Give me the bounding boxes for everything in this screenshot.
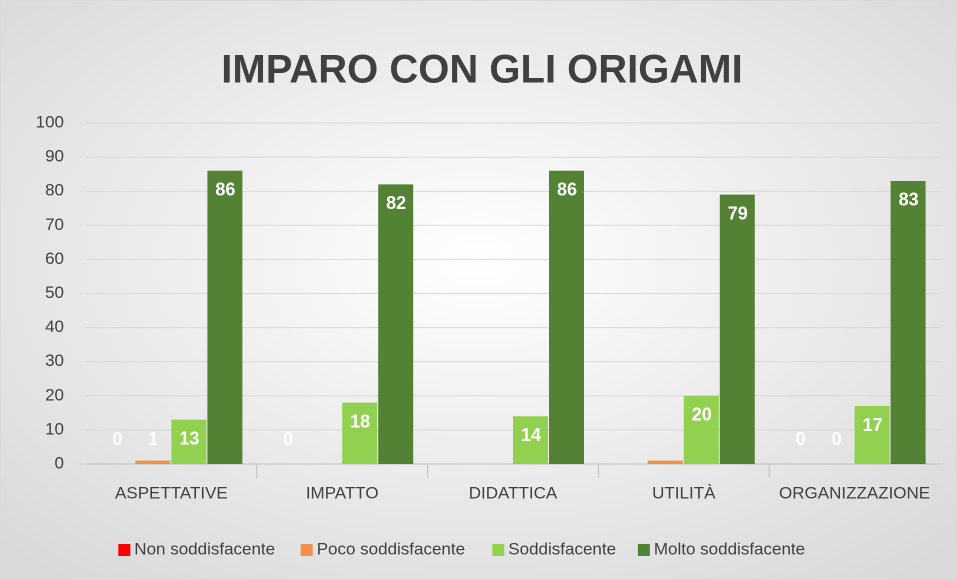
value-label: 86: [557, 179, 577, 199]
y-tick-label: 90: [45, 147, 64, 166]
value-label: 18: [350, 411, 370, 431]
y-tick-label: 20: [45, 385, 64, 404]
bar: [513, 416, 548, 464]
x-tick-label: ASPETTATIVE: [115, 483, 228, 502]
bar: [171, 419, 207, 464]
bar: [890, 180, 926, 464]
value-label: 83: [899, 190, 919, 210]
legend-swatch: [118, 544, 131, 556]
value-label: 13: [179, 428, 199, 448]
chart-title: IMPARO CON GLI ORIGAMI: [221, 48, 742, 92]
value-label: 0: [832, 429, 842, 449]
legend-label: Molto soddisfacente: [654, 539, 805, 558]
y-tick-label: 60: [45, 249, 64, 268]
bar: [683, 395, 719, 464]
y-tick-label: 0: [55, 453, 64, 472]
bar: [719, 194, 755, 465]
bar: [549, 170, 584, 465]
bar: [207, 170, 243, 465]
bar: [135, 460, 171, 464]
y-tick-label: 70: [45, 215, 64, 234]
legend-swatch: [637, 544, 650, 556]
bar: [378, 184, 414, 464]
y-tick-label: 40: [45, 317, 64, 336]
value-label: 82: [386, 193, 406, 213]
y-tick-label: 50: [45, 283, 64, 302]
value-label: 86: [215, 179, 235, 199]
x-tick-label: UTILITÀ: [652, 483, 716, 502]
value-label: 0: [112, 429, 122, 449]
legend-label: Soddisfacente: [508, 539, 616, 558]
y-tick-label: 30: [45, 351, 64, 370]
legend-label: Non soddisfacente: [134, 539, 275, 558]
value-label: 14: [521, 425, 541, 445]
value-label: 17: [863, 415, 883, 435]
bar: [854, 406, 890, 464]
legend-swatch: [300, 544, 313, 556]
bar: [342, 402, 378, 464]
x-tick-label: ORGANIZZAZIONE: [779, 483, 930, 502]
bar: [647, 460, 683, 464]
x-tick-label: IMPATTO: [306, 483, 379, 502]
legend-label: Poco soddisfacente: [317, 539, 465, 558]
value-label: 0: [283, 429, 293, 449]
value-label: 0: [796, 429, 806, 449]
y-tick-label: 100: [36, 112, 64, 131]
y-tick-label: 10: [45, 419, 64, 438]
x-tick-label: DIDATTICA: [469, 483, 558, 502]
y-tick-label: 80: [45, 181, 64, 200]
value-label: 1: [148, 429, 158, 449]
legend-swatch: [492, 544, 505, 556]
value-label: 20: [692, 405, 712, 425]
value-label: 79: [728, 203, 748, 223]
